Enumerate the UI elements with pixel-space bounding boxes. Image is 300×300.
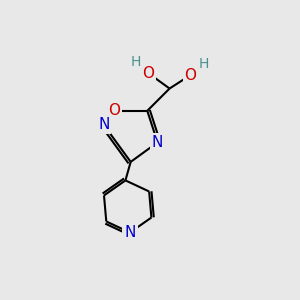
Text: H: H — [130, 55, 141, 69]
Text: H: H — [199, 57, 209, 71]
Text: O: O — [142, 66, 154, 81]
Text: O: O — [108, 103, 120, 118]
Text: N: N — [98, 117, 110, 132]
Text: N: N — [152, 135, 163, 150]
Text: O: O — [184, 68, 196, 82]
Text: N: N — [124, 225, 136, 240]
